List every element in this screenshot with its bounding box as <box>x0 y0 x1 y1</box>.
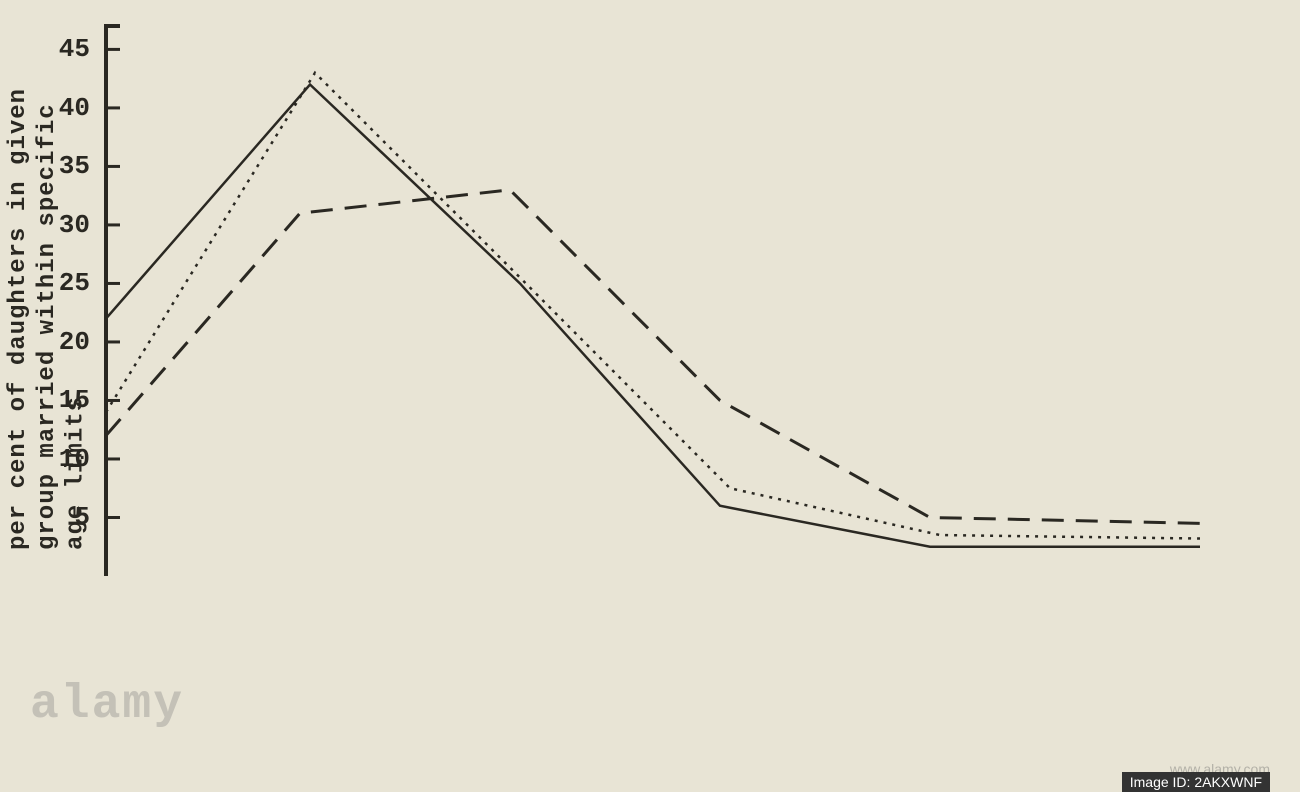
y-tick-label: 45 <box>59 34 90 64</box>
series-dotted <box>106 73 1200 539</box>
chart-container: per cent of daughters in given group mar… <box>0 0 1300 792</box>
y-tick-label: 15 <box>59 385 90 415</box>
y-tick-label: 25 <box>59 268 90 298</box>
series-solid <box>106 85 1200 547</box>
y-tick-label: 35 <box>59 151 90 181</box>
y-tick-label: 10 <box>59 444 90 474</box>
y-tick-label: 40 <box>59 93 90 123</box>
watermark-id: Image ID: 2AKXWNF <box>1122 772 1270 792</box>
chart-svg <box>0 0 1300 792</box>
series-dashed <box>106 190 1200 524</box>
y-tick-label: 20 <box>59 327 90 357</box>
watermark-logo: alamy <box>30 678 184 732</box>
y-tick-label: 5 <box>74 502 90 532</box>
y-tick-label: 30 <box>59 210 90 240</box>
